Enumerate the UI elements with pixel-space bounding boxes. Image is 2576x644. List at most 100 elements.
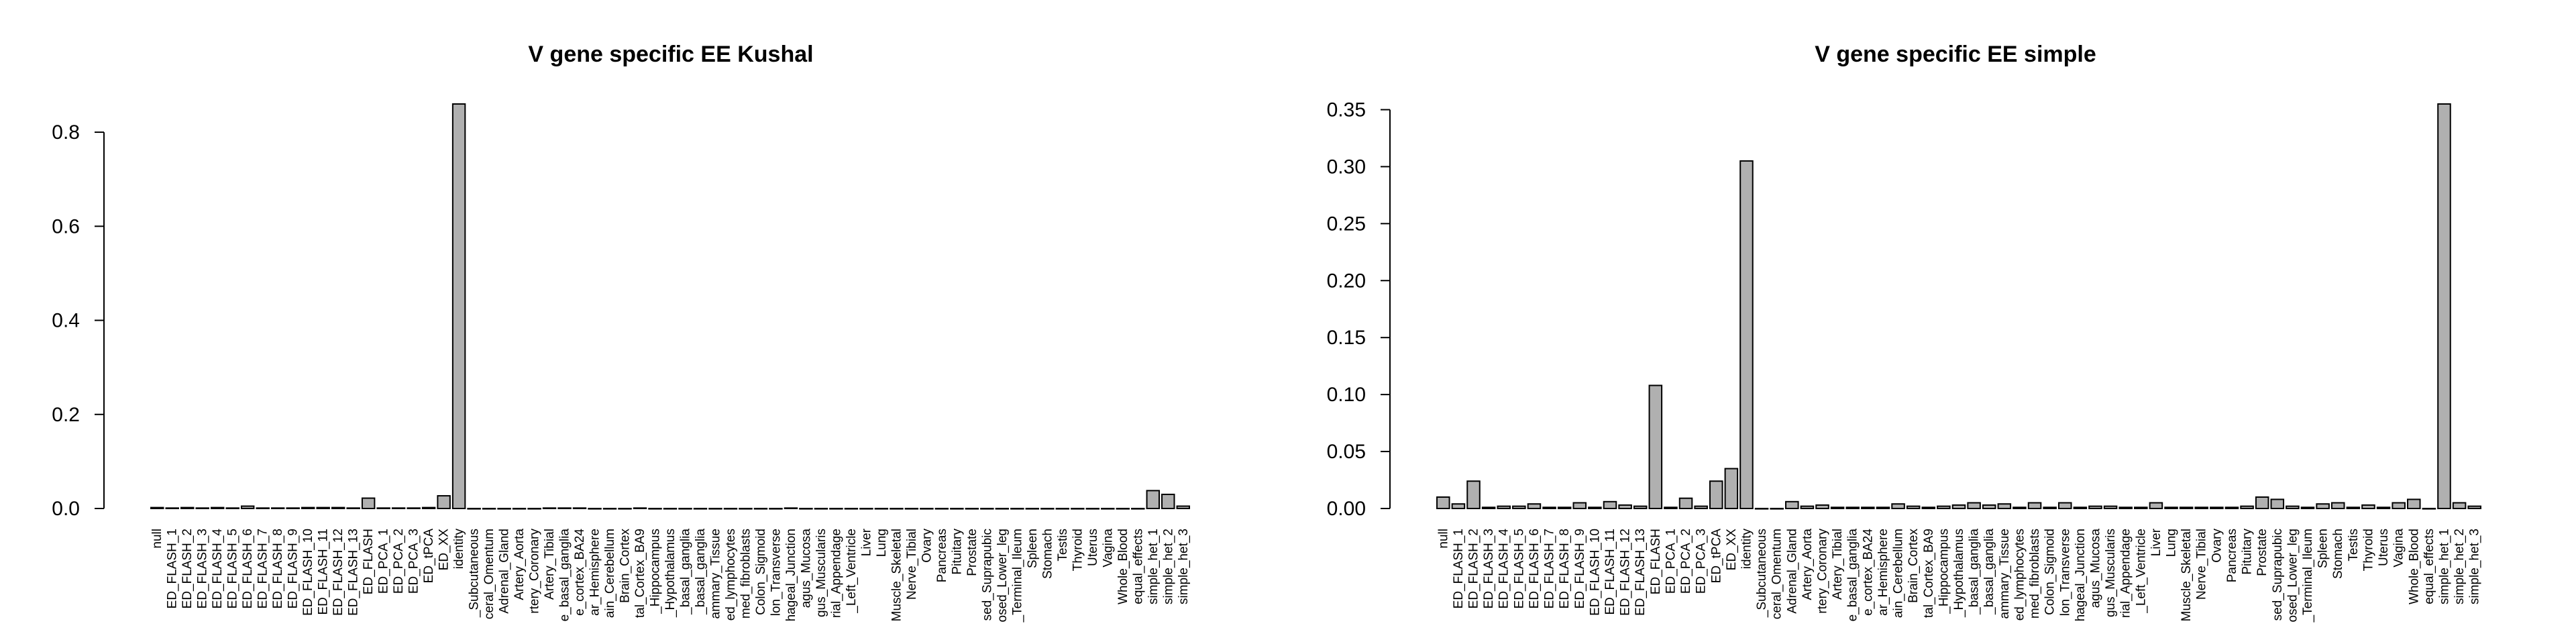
x-tick-label: equal_effects [1131,529,1145,604]
x-tick-label: Adrenal_Gland [498,529,512,614]
bar [2027,502,2042,509]
x-tick-label: Muscle_Skeletal [890,529,904,621]
bar [482,508,496,510]
x-tick-label: _Hypothalamus [1952,529,1966,618]
bar [2057,502,2072,509]
bar [1618,504,1632,510]
x-tick-label: ar_Hemisphere [588,529,602,616]
x-tick-label: Pituitary [2241,529,2255,575]
bar [588,508,602,510]
x-tick-label: ED_FLASH_1 [166,529,180,608]
bar [874,508,889,510]
bar [1709,480,1723,510]
bar [1436,496,1450,510]
bar [2240,505,2254,510]
bar [2179,506,2194,509]
chart-title: V gene specific EE Kushal [528,42,813,67]
bar [890,508,904,510]
y-tick-label: 0.2 [52,404,80,426]
x-tick-label: simple_het_3 [1177,529,1191,604]
bar [1830,506,1845,509]
bar [1466,480,1481,510]
x-tick-label: equal_effects [2422,529,2436,604]
x-tick-label: _Hypothalamus [663,529,678,618]
x-tick-label: Colon_Sigmoid [754,529,768,615]
bar [1800,505,1815,510]
bar [1588,506,1602,509]
x-tick-label: lon_Transverse [2058,529,2072,616]
bar [1891,503,1905,509]
bar [934,508,949,510]
x-tick-label: null [150,529,164,549]
x-tick-label: ED_FLASH_9 [286,529,301,608]
bar [1527,503,1542,509]
x-tick-label: Thyroid [2361,529,2375,571]
bar [1040,508,1055,510]
bar [753,508,768,510]
x-tick-label: gus_Muscularis [814,529,828,617]
x-tick-label: Whole_Blood [1116,529,1130,604]
x-tick-label: ED_tPCA [422,529,436,584]
bar [2118,506,2133,509]
x-tick-label: gus_Muscularis [2104,529,2118,617]
bar [2467,505,2481,510]
x-tick-label: agus_Mucosa [2088,529,2102,608]
bar [1997,503,2012,509]
x-tick-label: ED_FLASH_11 [317,529,331,615]
x-tick-label: _Terminal_Ileum [1010,529,1024,623]
bar [648,508,662,510]
bar [2270,498,2285,509]
x-tick-label: Pancreas [935,529,949,582]
bar [904,508,919,510]
x-tick-label: simple_het_2 [2453,529,2467,604]
x-tick-label: Colon_Sigmoid [2043,529,2057,615]
bar [618,508,632,510]
bar [1010,508,1024,510]
y-tick-label: 0.00 [1327,498,1366,520]
y-tick-label: 0.0 [52,498,80,520]
x-tick-label: ED_FLASH [362,529,376,594]
y-tick-label: 0.4 [52,310,80,332]
x-tick-label: ain_Cerebellum [603,529,617,618]
bar [814,508,828,510]
bar [965,508,979,510]
bar [1678,497,1693,509]
y-tick-label: 0.25 [1327,213,1366,235]
x-tick-label: identity [1739,529,1754,570]
bar [2316,503,2330,509]
x-tick-label: identity [452,529,466,570]
x-tick-label: _Left_Ventricle [2134,529,2148,614]
x-tick-label: ED_FLASH [1649,529,1663,594]
bar [769,508,783,510]
bar [1085,508,1100,510]
bar [2103,505,2118,510]
y-tick-label: 0.35 [1327,99,1366,121]
x-tick-label: ED_FLASH_13 [1633,529,1648,616]
x-tick-label: _Terminal_Ileum [2301,529,2315,623]
bar [1146,490,1160,510]
x-tick-label: ed_lymphocytes [724,529,738,621]
x-tick-label: ED_PCA_3 [407,529,421,594]
bar [1497,505,1511,510]
x-tick-label: ED_FLASH_6 [241,529,255,608]
bar [1572,502,1587,509]
x-tick-label: e_cortex_BA24 [1861,529,1875,616]
bar [829,508,843,510]
x-tick-label: Uterus [1086,529,1100,566]
bar [2422,508,2436,510]
x-tick-label: _Subcutaneous [1755,529,1769,618]
x-tick-label: Lung [875,529,889,557]
bar [693,508,708,510]
x-tick-label: ED_FLASH_10 [301,529,315,616]
x-tick-label: ED_FLASH_10 [1588,529,1602,616]
x-tick-label: ammary_Tissue [708,529,722,619]
x-tick-label: Artery_Tibial [543,529,557,600]
x-tick-label: ar_Hemisphere [1876,529,1890,616]
bar [2043,506,2057,509]
x-tick-label: ED_FLASH_3 [1482,529,1496,608]
bar [1176,505,1190,510]
x-tick-label: e_cortex_BA24 [573,529,587,616]
bar [2210,506,2224,509]
x-tick-label: ain_Cerebellum [1892,529,1906,618]
bar [2164,506,2178,509]
